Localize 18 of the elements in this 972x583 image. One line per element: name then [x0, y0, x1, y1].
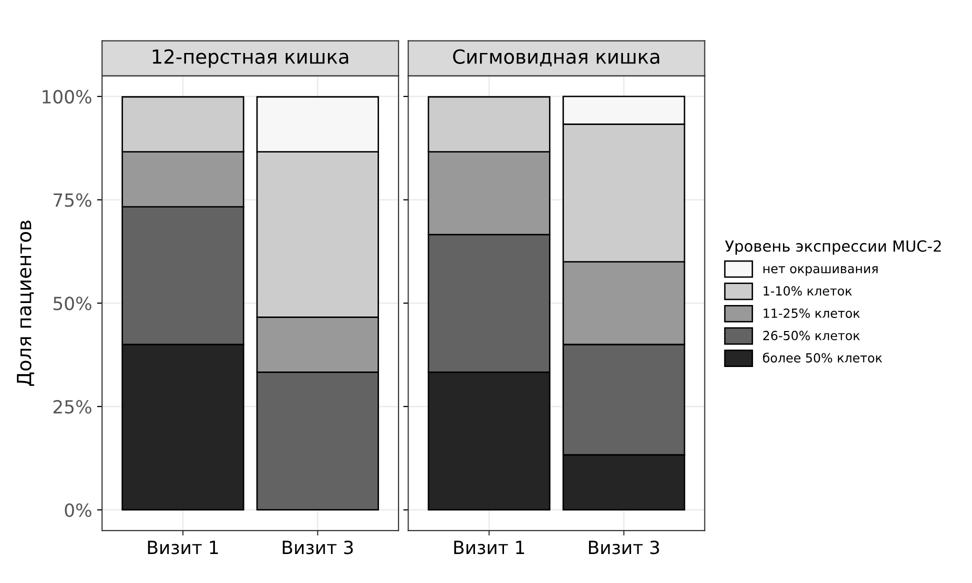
x-tick-label: Визит 1 — [148, 540, 218, 554]
chart-title: 12-перстная кишка — [152, 49, 348, 68]
y-tick-label: 100% — [42, 90, 92, 104]
chart-title: Сигмовидная кишка — [453, 49, 660, 66]
x-tick-label: Визит 1 — [454, 540, 524, 554]
x-tick-label: Визит 3 — [589, 540, 659, 554]
legend-label: 26-50% клеток — [763, 330, 860, 340]
legend-title: Уровень экспрессии MUC-2 — [725, 240, 941, 255]
y-tick-label: 50% — [54, 296, 92, 310]
y-tick-label: 25% — [54, 400, 92, 414]
x-tick-label: Визит 3 — [282, 540, 353, 554]
y-tick-label: 0% — [64, 503, 92, 517]
y-axis-title: Доля пациентов — [16, 220, 34, 386]
legend-label: 11-25% клеток — [764, 308, 860, 318]
y-tick-label: 75% — [54, 193, 92, 207]
legend-label: 1-10% клеток — [764, 286, 852, 296]
legend-label: более 50% клеток — [763, 352, 882, 363]
legend-label: нет окрашивания — [763, 266, 878, 276]
